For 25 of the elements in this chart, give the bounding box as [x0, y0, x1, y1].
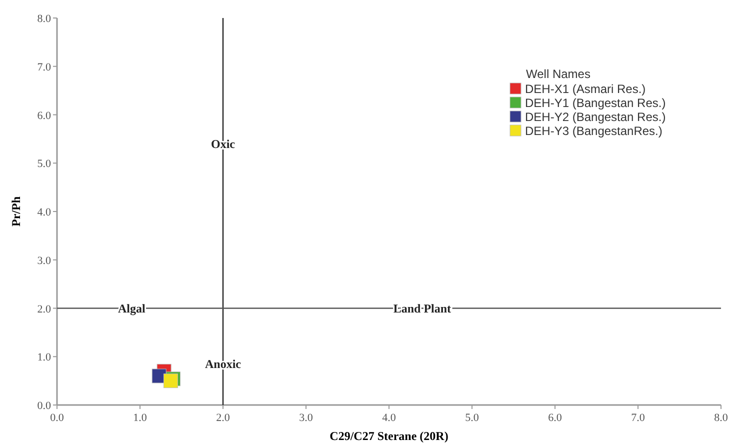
- y-tick-label: 5.0: [37, 158, 52, 170]
- y-axis-title: Pr/Ph: [9, 196, 23, 226]
- y-tick-label: 3.0: [37, 254, 52, 267]
- y-tick-label: 6.0: [37, 110, 52, 122]
- y-tick-label: 8.0: [37, 13, 52, 25]
- x-axis-title: C29/C27 Sterane (20R): [330, 429, 448, 443]
- y-tick-label: 4.0: [37, 206, 52, 218]
- y-tick-label: 1.0: [37, 352, 52, 364]
- legend-label: DEH-Y1 (Bangestan Res.): [525, 96, 666, 110]
- legend-label: DEH-Y2 (Bangestan Res.): [525, 110, 666, 124]
- x-tick-label: 0.0: [50, 412, 64, 424]
- legend-title: Well Names: [526, 67, 590, 81]
- y-tick-label: 0.0: [37, 400, 52, 412]
- y-tick-label: 7.0: [37, 61, 52, 74]
- x-tick-label: 5.0: [465, 412, 480, 424]
- x-tick-label: 6.0: [548, 412, 562, 424]
- x-tick-label: 3.0: [299, 412, 314, 424]
- x-tick-label: 4.0: [382, 412, 396, 424]
- x-tick-label: 1.0: [133, 412, 148, 424]
- x-tick-label: 7.0: [631, 412, 646, 424]
- legend-label: DEH-X1 (Asmari Res.): [525, 82, 646, 96]
- y-tick-label: 2.0: [37, 303, 52, 316]
- x-tick-label: 8.0: [714, 412, 728, 424]
- legend-label: DEH-Y3 (BangestanRes.): [525, 124, 662, 138]
- x-tick-label: 2.0: [216, 412, 230, 424]
